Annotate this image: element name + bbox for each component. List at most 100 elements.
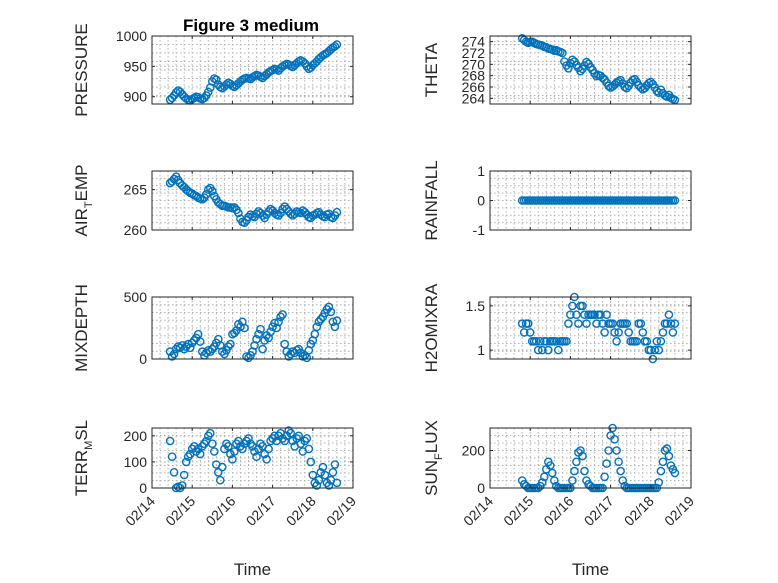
data-point bbox=[658, 328, 668, 337]
subplot-airtemp: 260 265 AIRTEMP bbox=[72, 165, 354, 238]
x-tick-label: 02/16 bbox=[540, 493, 576, 529]
data-point bbox=[531, 336, 541, 346]
data-point bbox=[167, 352, 177, 361]
data-point bbox=[224, 342, 233, 351]
data-point bbox=[276, 208, 285, 218]
data-point bbox=[330, 460, 340, 469]
y-axis-label: RAINFALL bbox=[422, 160, 441, 240]
data-point bbox=[228, 454, 237, 464]
y-tick-label: 0 bbox=[477, 193, 485, 209]
data-point bbox=[602, 310, 611, 320]
data-point bbox=[550, 476, 559, 485]
y-tick-label: 200 bbox=[124, 428, 148, 444]
data-point bbox=[668, 328, 678, 337]
data-point bbox=[296, 208, 306, 218]
data-point bbox=[538, 478, 547, 487]
data-point bbox=[274, 317, 283, 327]
figure-title: Figure 3 medium bbox=[183, 16, 319, 35]
y-tick-label: 268 bbox=[462, 68, 486, 84]
data-point bbox=[203, 87, 213, 97]
data-point bbox=[181, 342, 191, 351]
data-point bbox=[538, 345, 547, 355]
data-point bbox=[171, 344, 181, 354]
data-point bbox=[598, 319, 607, 328]
y-axis-label: MIXDEPTH bbox=[72, 284, 91, 372]
data-point bbox=[580, 310, 589, 320]
data-point bbox=[658, 457, 668, 467]
data-point bbox=[578, 301, 587, 311]
y-tick-label: 500 bbox=[124, 289, 148, 305]
data-point bbox=[662, 444, 672, 453]
data-point bbox=[662, 319, 672, 328]
data-point bbox=[207, 344, 217, 354]
data-point bbox=[656, 336, 666, 346]
axes-box bbox=[489, 35, 692, 105]
axes-box bbox=[489, 427, 692, 489]
data-point bbox=[622, 319, 632, 328]
data-point bbox=[258, 211, 267, 220]
y-tick-label: 900 bbox=[124, 89, 148, 105]
data-point bbox=[592, 319, 601, 328]
data-point bbox=[517, 319, 527, 328]
y-axis-label: THETA bbox=[422, 42, 441, 97]
data-point bbox=[614, 328, 623, 337]
subplot-mixdepth: 0 500 MIXDEPTH bbox=[72, 284, 354, 372]
data-point bbox=[332, 40, 342, 49]
y-tick-label: 264 bbox=[462, 90, 486, 106]
data-point bbox=[548, 468, 557, 478]
data-point bbox=[308, 470, 318, 480]
data-point bbox=[670, 196, 680, 205]
y-tick-label: 0 bbox=[139, 351, 147, 367]
data-point bbox=[276, 312, 285, 322]
data-point bbox=[173, 482, 183, 492]
y-axis-label: AIRTEMP bbox=[72, 165, 95, 237]
data-point bbox=[552, 336, 561, 346]
data-point bbox=[610, 328, 619, 337]
data-point bbox=[211, 75, 221, 84]
x-tick-label: 02/16 bbox=[202, 493, 238, 529]
data-point bbox=[328, 213, 338, 223]
x-tick-label: 02/14 bbox=[122, 493, 158, 529]
data-point bbox=[213, 467, 223, 477]
data-point bbox=[244, 212, 253, 222]
data-point bbox=[670, 468, 680, 478]
data-point bbox=[286, 428, 296, 438]
axes-box bbox=[151, 170, 354, 231]
data-point bbox=[203, 185, 213, 194]
data-point bbox=[574, 319, 583, 328]
data-point bbox=[666, 319, 676, 328]
data-point bbox=[572, 457, 581, 467]
data-point bbox=[312, 322, 322, 332]
data-point bbox=[656, 466, 666, 476]
data-point bbox=[618, 476, 628, 485]
data-point bbox=[224, 441, 233, 451]
data-point bbox=[256, 439, 265, 449]
subplot-pressure: 900 950 1000 PRESSURE bbox=[72, 23, 354, 117]
data-point bbox=[306, 457, 316, 467]
data-point bbox=[320, 470, 330, 480]
y-tick-label: 272 bbox=[462, 45, 486, 61]
y-axis-label: H2OMIXRA bbox=[422, 283, 441, 372]
data-point bbox=[519, 328, 529, 337]
subplot-sunflux: 0 200 SUNFLUX 02/14 02/15 02/16 02/17 02/18 02/1… bbox=[422, 420, 697, 579]
data-point bbox=[274, 211, 283, 220]
x-tick-label: 02/15 bbox=[500, 493, 536, 529]
data-point bbox=[244, 353, 253, 363]
data-point bbox=[616, 466, 625, 476]
data-point bbox=[612, 336, 621, 346]
y-tick-label: 265 bbox=[124, 182, 148, 198]
data-point bbox=[328, 317, 338, 327]
data-point bbox=[185, 343, 195, 353]
y-tick-label: 1000 bbox=[116, 28, 147, 44]
data-point bbox=[614, 457, 623, 467]
x-axis-label: Time bbox=[234, 560, 271, 579]
data-point bbox=[207, 186, 217, 196]
data-point bbox=[525, 328, 535, 337]
data-point bbox=[169, 467, 179, 477]
data-point bbox=[264, 207, 273, 216]
data-point bbox=[568, 301, 577, 311]
y-tick-label: 1.5 bbox=[466, 298, 486, 314]
data-point bbox=[600, 472, 609, 482]
